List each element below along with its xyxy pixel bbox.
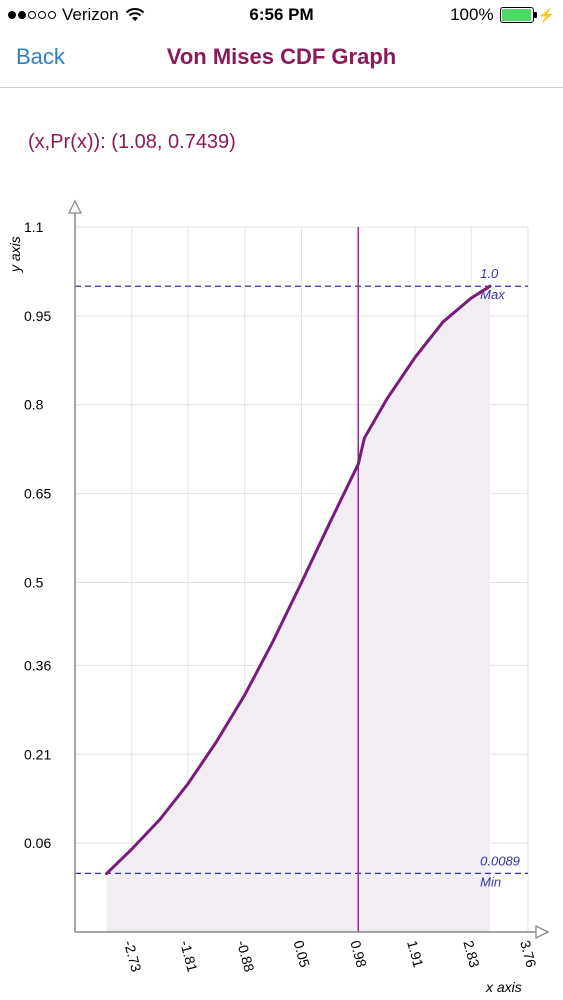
battery-icon	[499, 7, 537, 23]
x-tick-label: -0.88	[234, 939, 258, 974]
y-axis-title: y axis	[7, 236, 23, 273]
x-tick-label: -1.81	[177, 939, 201, 974]
y-tick-label: 0.06	[24, 835, 51, 851]
signal-strength-icon	[8, 11, 56, 19]
navigation-bar: Back Von Mises CDF Graph	[0, 30, 563, 88]
y-tick-label: 0.36	[24, 657, 51, 673]
charging-bolt-icon: ⚡	[537, 6, 555, 23]
x-tick-label: 0.98	[347, 939, 370, 970]
x-tick-label: 2.83	[460, 939, 483, 970]
x-tick-label: -2.73	[121, 939, 145, 974]
battery-percent: 100%	[450, 5, 494, 24]
reference-tag-min: Min	[480, 874, 501, 889]
wifi-icon	[125, 8, 144, 21]
y-tick-label: 0.65	[24, 486, 51, 502]
page-title: Von Mises CDF Graph	[166, 44, 397, 69]
x-tick-label: 3.76	[517, 939, 540, 970]
y-tick-label: 0.21	[24, 746, 51, 762]
coordinate-readout: (x,Pr(x)): (1.08, 0.7439)	[28, 131, 236, 153]
x-tick-label: 1.91	[404, 939, 427, 970]
reference-value-min: 0.0089	[480, 853, 520, 868]
back-button[interactable]: Back	[16, 44, 65, 69]
y-tick-label: 0.95	[24, 308, 51, 324]
y-tick-label: 0.8	[24, 397, 44, 413]
y-tick-label: 0.5	[24, 574, 44, 590]
cdf-area-fill	[106, 286, 491, 932]
reference-tag-max: Max	[480, 287, 505, 302]
status-left: Verizon	[8, 5, 145, 25]
status-bar: Verizon 6:56 PM 100% ⚡	[0, 0, 563, 30]
cdf-curve	[105, 284, 492, 875]
y-tick-label: 1.1	[24, 219, 44, 235]
cdf-chart[interactable]: 1.0 Max 0.0089 Min 0.06 0.21 0.36 0.5 0.65 0.8 0.9…	[0, 190, 563, 1000]
status-right: 100% ⚡	[450, 5, 555, 25]
battery-fill	[501, 9, 531, 21]
x-axis-title: x axis	[485, 979, 522, 995]
carrier-name: Verizon	[62, 5, 119, 24]
x-axis-arrow-icon	[535, 924, 550, 940]
y-axis-arrow-icon	[67, 199, 83, 214]
reference-value-max: 1.0	[480, 266, 499, 281]
status-time: 6:56 PM	[249, 5, 314, 24]
x-tick-label: 0.05	[291, 939, 314, 970]
